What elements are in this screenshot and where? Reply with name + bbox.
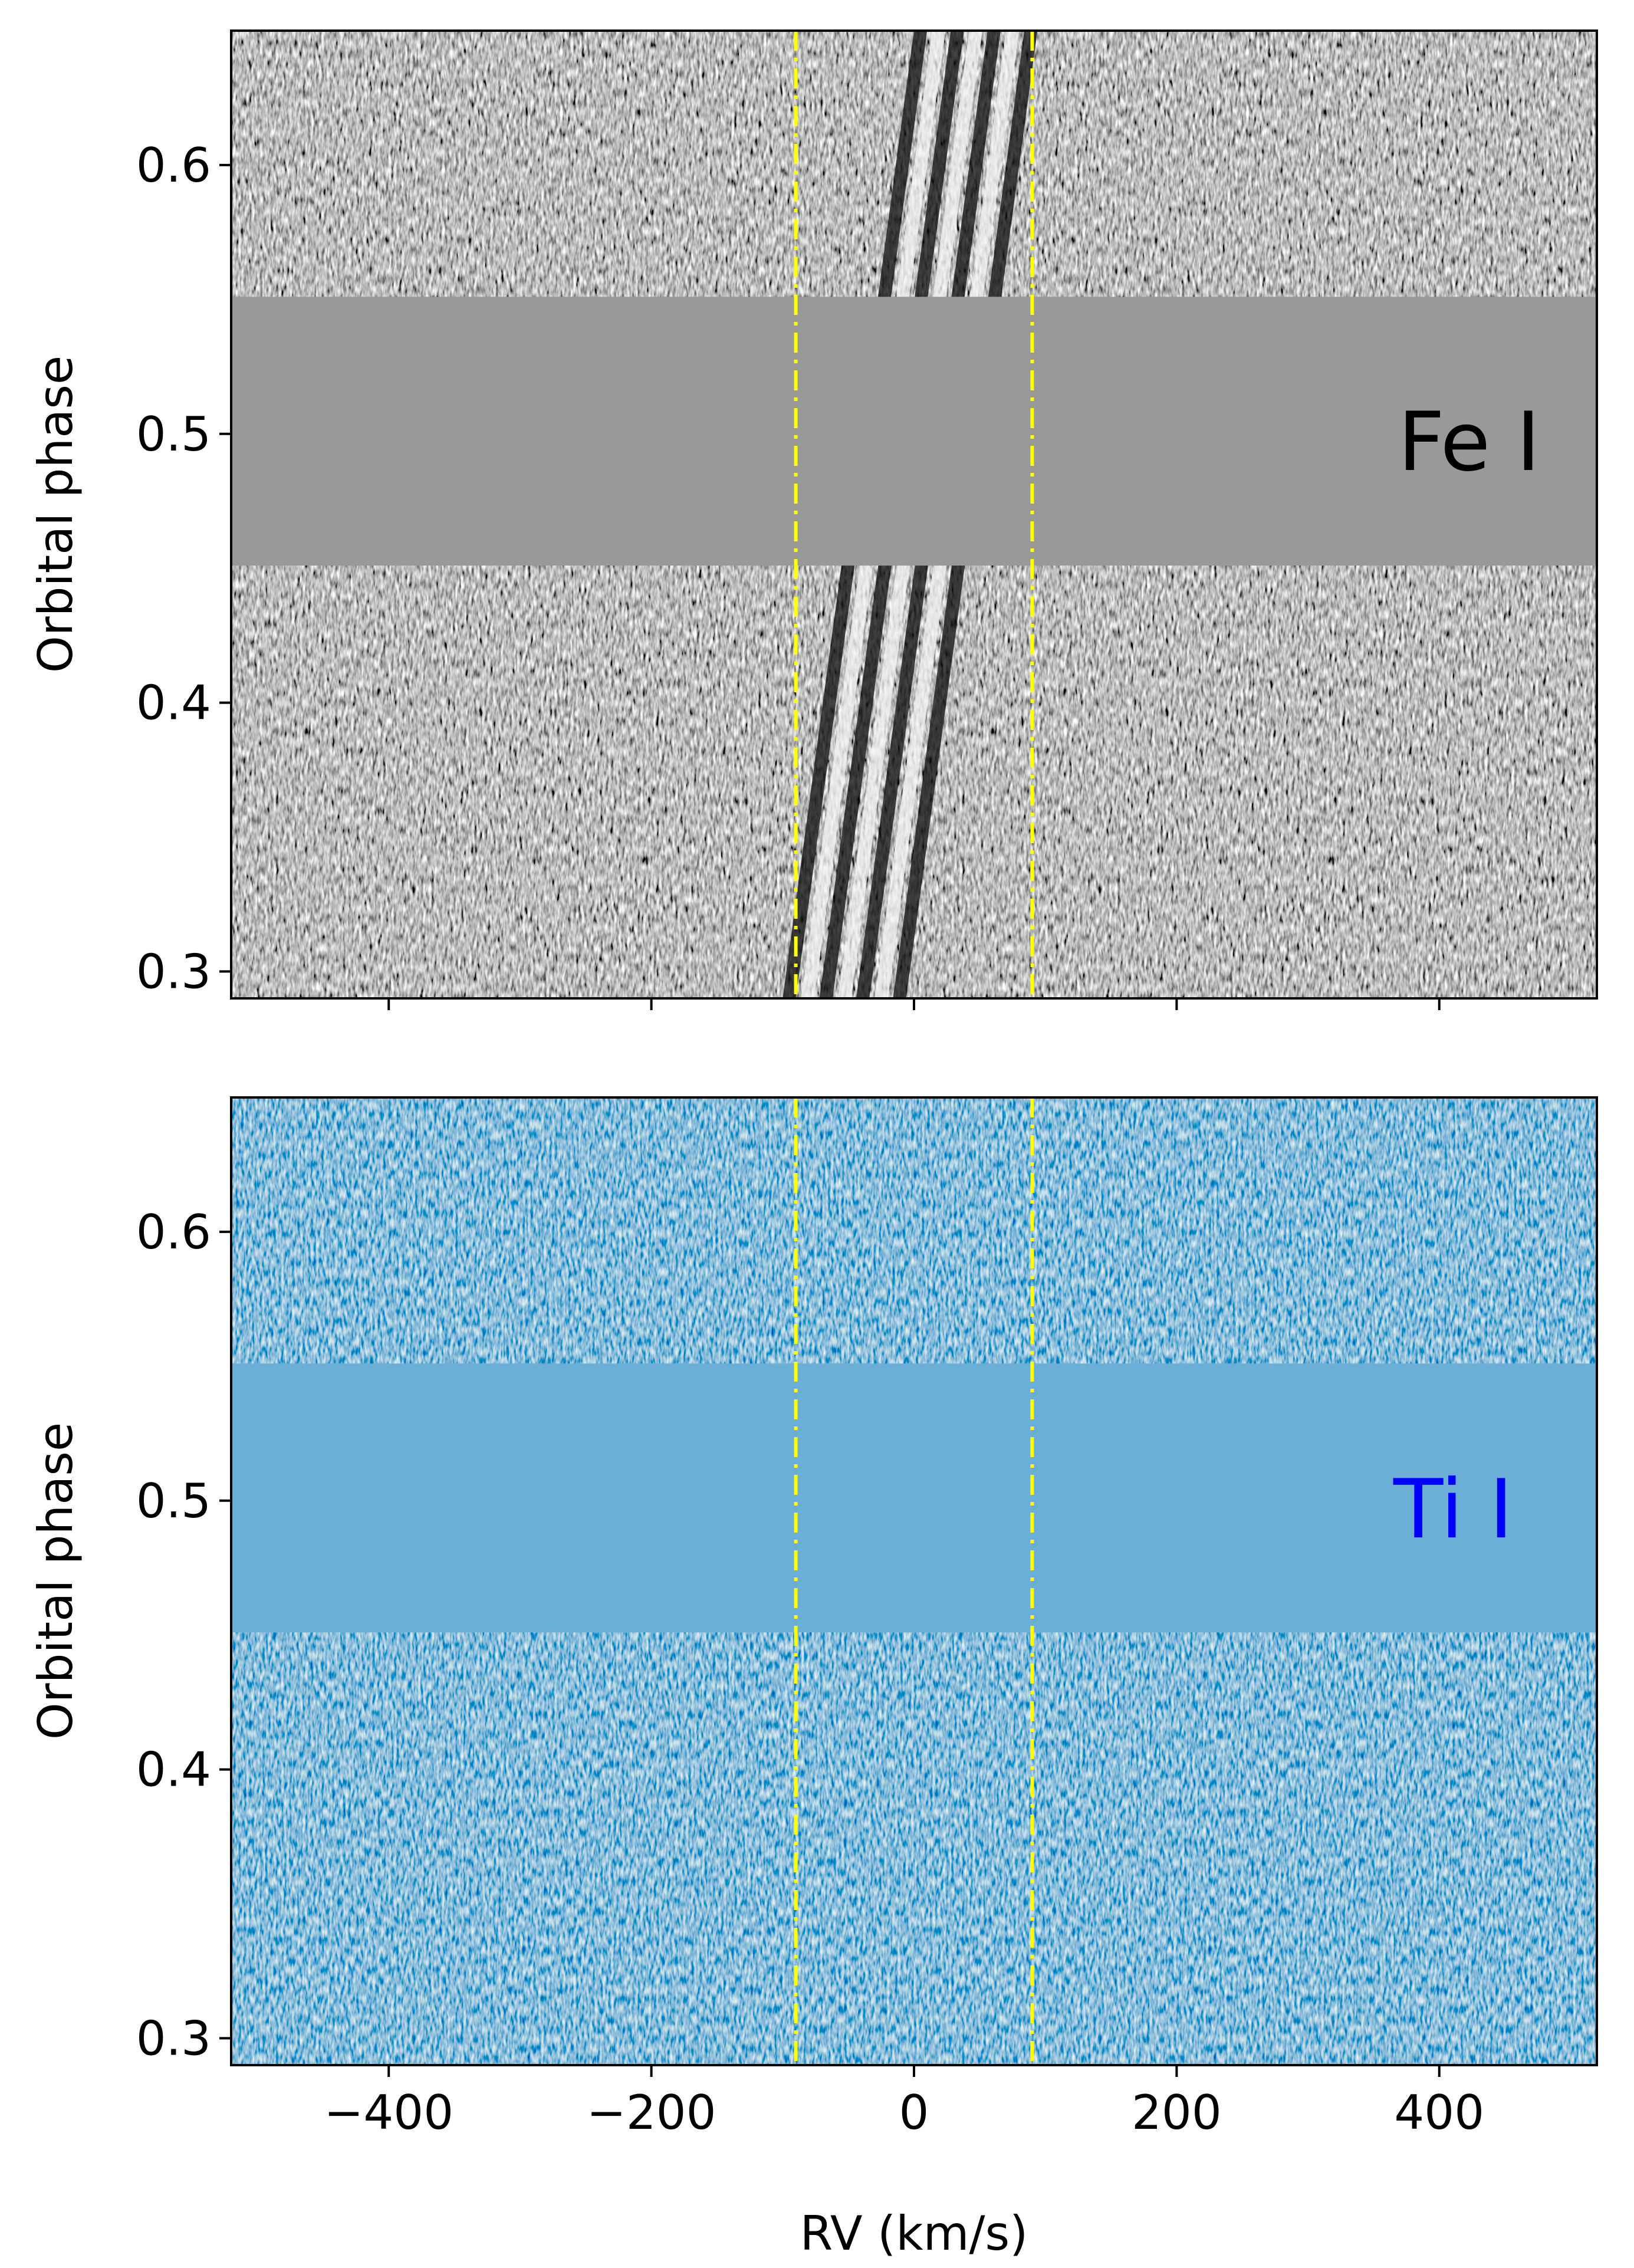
fe-y-tick-label: 0.6: [136, 138, 211, 193]
ti-velocity-markers: [794, 1097, 1034, 2065]
ti-y-axis-title: Orbital phase: [28, 1422, 83, 1740]
ti-x-tick-label: −200: [587, 2085, 716, 2140]
fe-y-axis: 0.3 0.4 0.5 0.6: [136, 138, 231, 999]
ti-x-tick-label: 0: [899, 2085, 929, 2140]
ti-y-tick-label: 0.5: [136, 1474, 211, 1529]
ti-y-tick-label: 0.3: [136, 2011, 211, 2066]
fe-velocity-markers: [794, 31, 1034, 998]
ti-x-tick-label: 200: [1132, 2085, 1222, 2140]
ti-x-axis: −400 −200 0 200 400: [324, 2065, 1484, 2140]
ti-panel-label: Ti I: [1393, 1462, 1513, 1557]
ti-y-tick-label: 0.6: [136, 1205, 211, 1260]
x-axis-title: RV (km/s): [800, 2206, 1028, 2261]
ti-x-tick-label: 400: [1394, 2085, 1484, 2140]
fe-panel: 0.3 0.4 0.5 0.6 Orbital phase Fe I: [28, 29, 1598, 1010]
fe-x-axis: [387, 998, 1441, 1010]
fe-y-axis-title: Orbital phase: [28, 356, 83, 673]
fe-y-tick-label: 0.5: [136, 407, 211, 462]
ti-y-tick-label: 0.4: [136, 1743, 211, 1797]
fe-panel-label: Fe I: [1398, 395, 1540, 489]
fe-heatmap: [231, 31, 1597, 998]
fe-y-tick-label: 0.3: [136, 944, 211, 999]
ti-panel: 0.3 0.4 0.5 0.6 −400 −200 0 200 400 Orbital pha…: [28, 1096, 1598, 2261]
ti-masked-band: [231, 1363, 1597, 1633]
ti-heatmap: [231, 1097, 1597, 2065]
fe-masked-band: [231, 297, 1597, 566]
ti-y-axis: 0.3 0.4 0.5 0.6: [136, 1205, 231, 2066]
ti-x-tick-label: −400: [324, 2085, 453, 2140]
fe-y-tick-label: 0.4: [136, 676, 211, 731]
